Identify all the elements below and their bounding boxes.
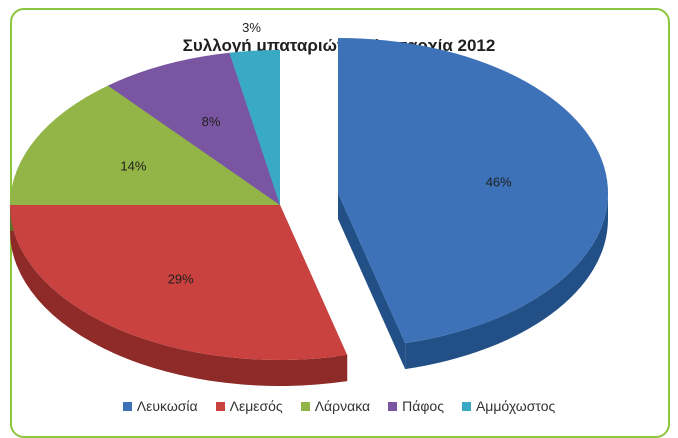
legend-swatch bbox=[461, 401, 471, 411]
pie-chart: 46% 29% 14% 8% 3% bbox=[10, 20, 608, 387]
pie-slice-Λευκωσία bbox=[338, 38, 608, 344]
legend-label: Λάρνακα bbox=[314, 398, 371, 414]
legend-swatch bbox=[122, 401, 132, 411]
legend-item: Λάρνακα bbox=[300, 398, 371, 414]
legend-label: Λεμεσός bbox=[229, 398, 283, 414]
legend-label: Λευκωσία bbox=[136, 398, 198, 414]
pie-slice-Λάρνακα bbox=[10, 85, 280, 205]
pie-tops bbox=[10, 38, 608, 361]
legend-item: Λευκωσία bbox=[122, 398, 198, 414]
pie-rim-Λευκωσία bbox=[405, 193, 608, 370]
legend-label: Αμμόχωστος bbox=[475, 398, 556, 414]
pie-rim-Λεμεσός bbox=[10, 205, 348, 387]
pie-label-Αμμόχωστος: 3% bbox=[242, 20, 261, 35]
pie-edge-Λευκωσία-1 bbox=[338, 193, 406, 370]
pie-slice-Λεμεσός bbox=[10, 205, 348, 361]
pie-slice-Αμμόχωστος bbox=[229, 50, 280, 205]
chart-legend: Λευκωσία Λεμεσός Λάρνακα Πάφος Αμμόχωστος bbox=[0, 398, 678, 414]
pie-label-Πάφος: 8% bbox=[202, 114, 221, 129]
legend-swatch bbox=[388, 401, 398, 411]
pie-labels: 46% 29% 14% 8% 3% bbox=[120, 20, 512, 286]
pie-label-Λεμεσός: 29% bbox=[168, 271, 194, 286]
legend-swatch bbox=[300, 401, 310, 411]
pie-label-Λάρνακα: 14% bbox=[120, 158, 146, 173]
legend-label: Πάφος bbox=[402, 398, 444, 414]
legend-item: Πάφος bbox=[388, 398, 444, 414]
pie-label-Λευκωσία: 46% bbox=[486, 174, 512, 189]
legend-item: Αμμόχωστος bbox=[461, 398, 556, 414]
legend-item: Λεμεσός bbox=[215, 398, 283, 414]
pie-slice-Πάφος bbox=[107, 52, 280, 205]
legend-swatch bbox=[215, 401, 225, 411]
